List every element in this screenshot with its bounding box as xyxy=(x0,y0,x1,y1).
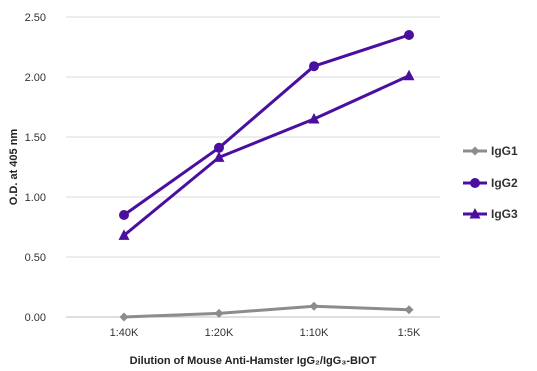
y-tick-label: 0.00 xyxy=(25,312,46,324)
series-igg3 xyxy=(118,69,415,240)
data-point xyxy=(214,142,224,153)
data-point xyxy=(118,229,130,240)
x-axis-title: Dilution of Mouse Anti-Hamster IgG₂/IgG₃… xyxy=(130,355,377,367)
legend-label: IgG3 xyxy=(491,207,518,221)
data-point xyxy=(213,151,225,162)
data-point xyxy=(119,312,129,322)
series-layer xyxy=(118,30,415,322)
data-point xyxy=(404,305,414,315)
data-point xyxy=(470,178,480,188)
data-point xyxy=(404,30,414,40)
y-tick-label: 2.50 xyxy=(25,12,46,24)
x-axis-tick-labels: 1:40K 1:20K 1:10K 1:5K xyxy=(110,327,421,339)
series-line xyxy=(123,74,410,237)
data-point xyxy=(119,210,129,220)
data-point xyxy=(308,113,320,124)
x-tick-label: 1:40K xyxy=(110,327,139,339)
y-tick-label: 1.00 xyxy=(25,192,46,204)
data-point xyxy=(214,308,224,318)
series-line xyxy=(123,304,410,319)
data-point xyxy=(309,61,319,72)
gridlines xyxy=(66,16,440,258)
series-line xyxy=(123,33,410,217)
legend-label: IgG2 xyxy=(491,176,518,190)
data-point xyxy=(469,208,481,219)
series-igg1 xyxy=(119,301,414,322)
y-axis-title: O.D. at 405 nm xyxy=(8,129,20,206)
legend-item-igg2: IgG2 xyxy=(463,176,518,190)
x-tick-label: 1:10K xyxy=(300,327,329,339)
legend-item-igg1: IgG1 xyxy=(463,144,518,158)
data-point xyxy=(403,69,415,81)
data-point xyxy=(309,301,319,311)
y-tick-label: 1.50 xyxy=(25,132,46,144)
x-tick-label: 1:5K xyxy=(398,327,421,339)
series-igg2 xyxy=(119,30,414,220)
y-tick-label: 2.00 xyxy=(25,72,46,84)
y-axis-tick-labels: 0.00 0.50 1.00 1.50 2.00 2.50 xyxy=(25,12,46,324)
legend-item-igg3: IgG3 xyxy=(463,207,518,221)
legend: IgG1 IgG2 IgG3 xyxy=(463,144,518,221)
x-tick-label: 1:20K xyxy=(205,327,234,339)
data-point xyxy=(470,146,480,156)
y-tick-label: 0.50 xyxy=(25,252,46,264)
legend-label: IgG1 xyxy=(491,144,518,158)
